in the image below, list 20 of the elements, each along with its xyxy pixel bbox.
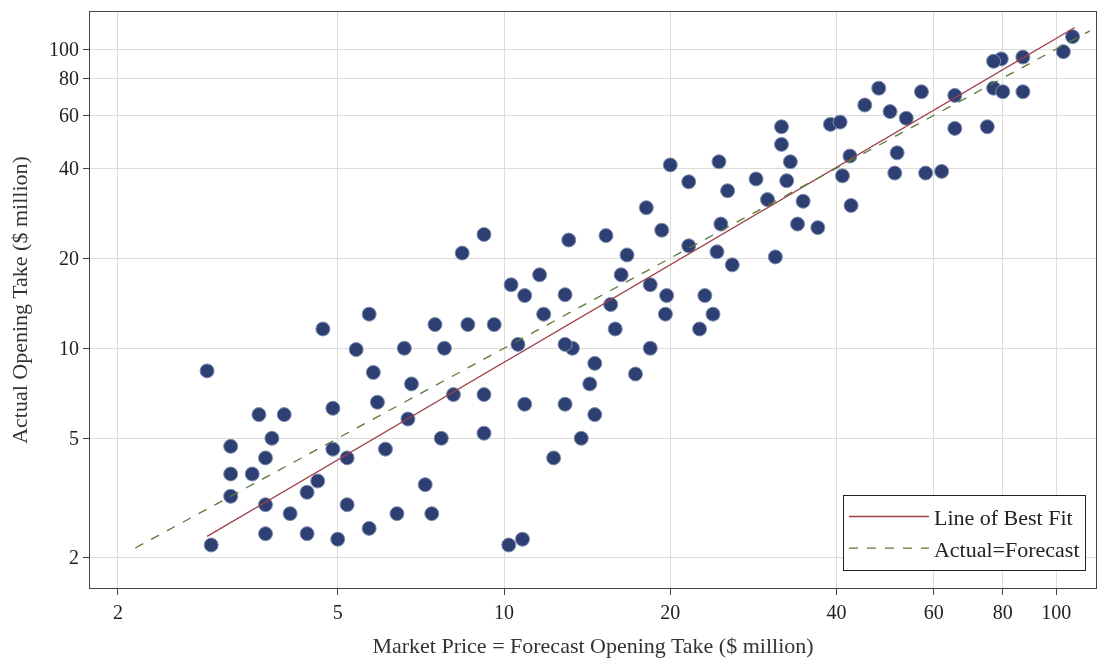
y-tick-label: 5 xyxy=(69,427,79,450)
legend-label: Actual=Forecast xyxy=(933,536,1080,562)
x-tick-label: 80 xyxy=(992,601,1013,623)
y-tick-label: 2 xyxy=(69,546,79,569)
y-tick-label: 60 xyxy=(59,104,79,127)
x-tick-label: 2 xyxy=(112,601,123,623)
y-tick-label: 10 xyxy=(59,337,79,360)
x-axis-title: Market Price = Forecast Opening Take ($ million) xyxy=(372,632,814,658)
x-tick-label: 60 xyxy=(923,601,944,623)
x-tick-label: 5 xyxy=(332,601,343,623)
y-tick-label: 100 xyxy=(49,38,79,61)
y-tick-label: 40 xyxy=(59,157,79,180)
y-axis-title: Actual Opening Take ($ million) xyxy=(6,156,32,444)
y-tick-label: 80 xyxy=(59,67,79,90)
x-tick-label: 20 xyxy=(660,601,681,623)
x-tick-label: 10 xyxy=(494,601,514,623)
y-tick-label: 20 xyxy=(59,247,79,270)
x-tick-label: 100 xyxy=(1041,601,1072,623)
legend-label: Line of Best Fit xyxy=(933,505,1073,531)
x-tick-label: 40 xyxy=(826,601,847,623)
